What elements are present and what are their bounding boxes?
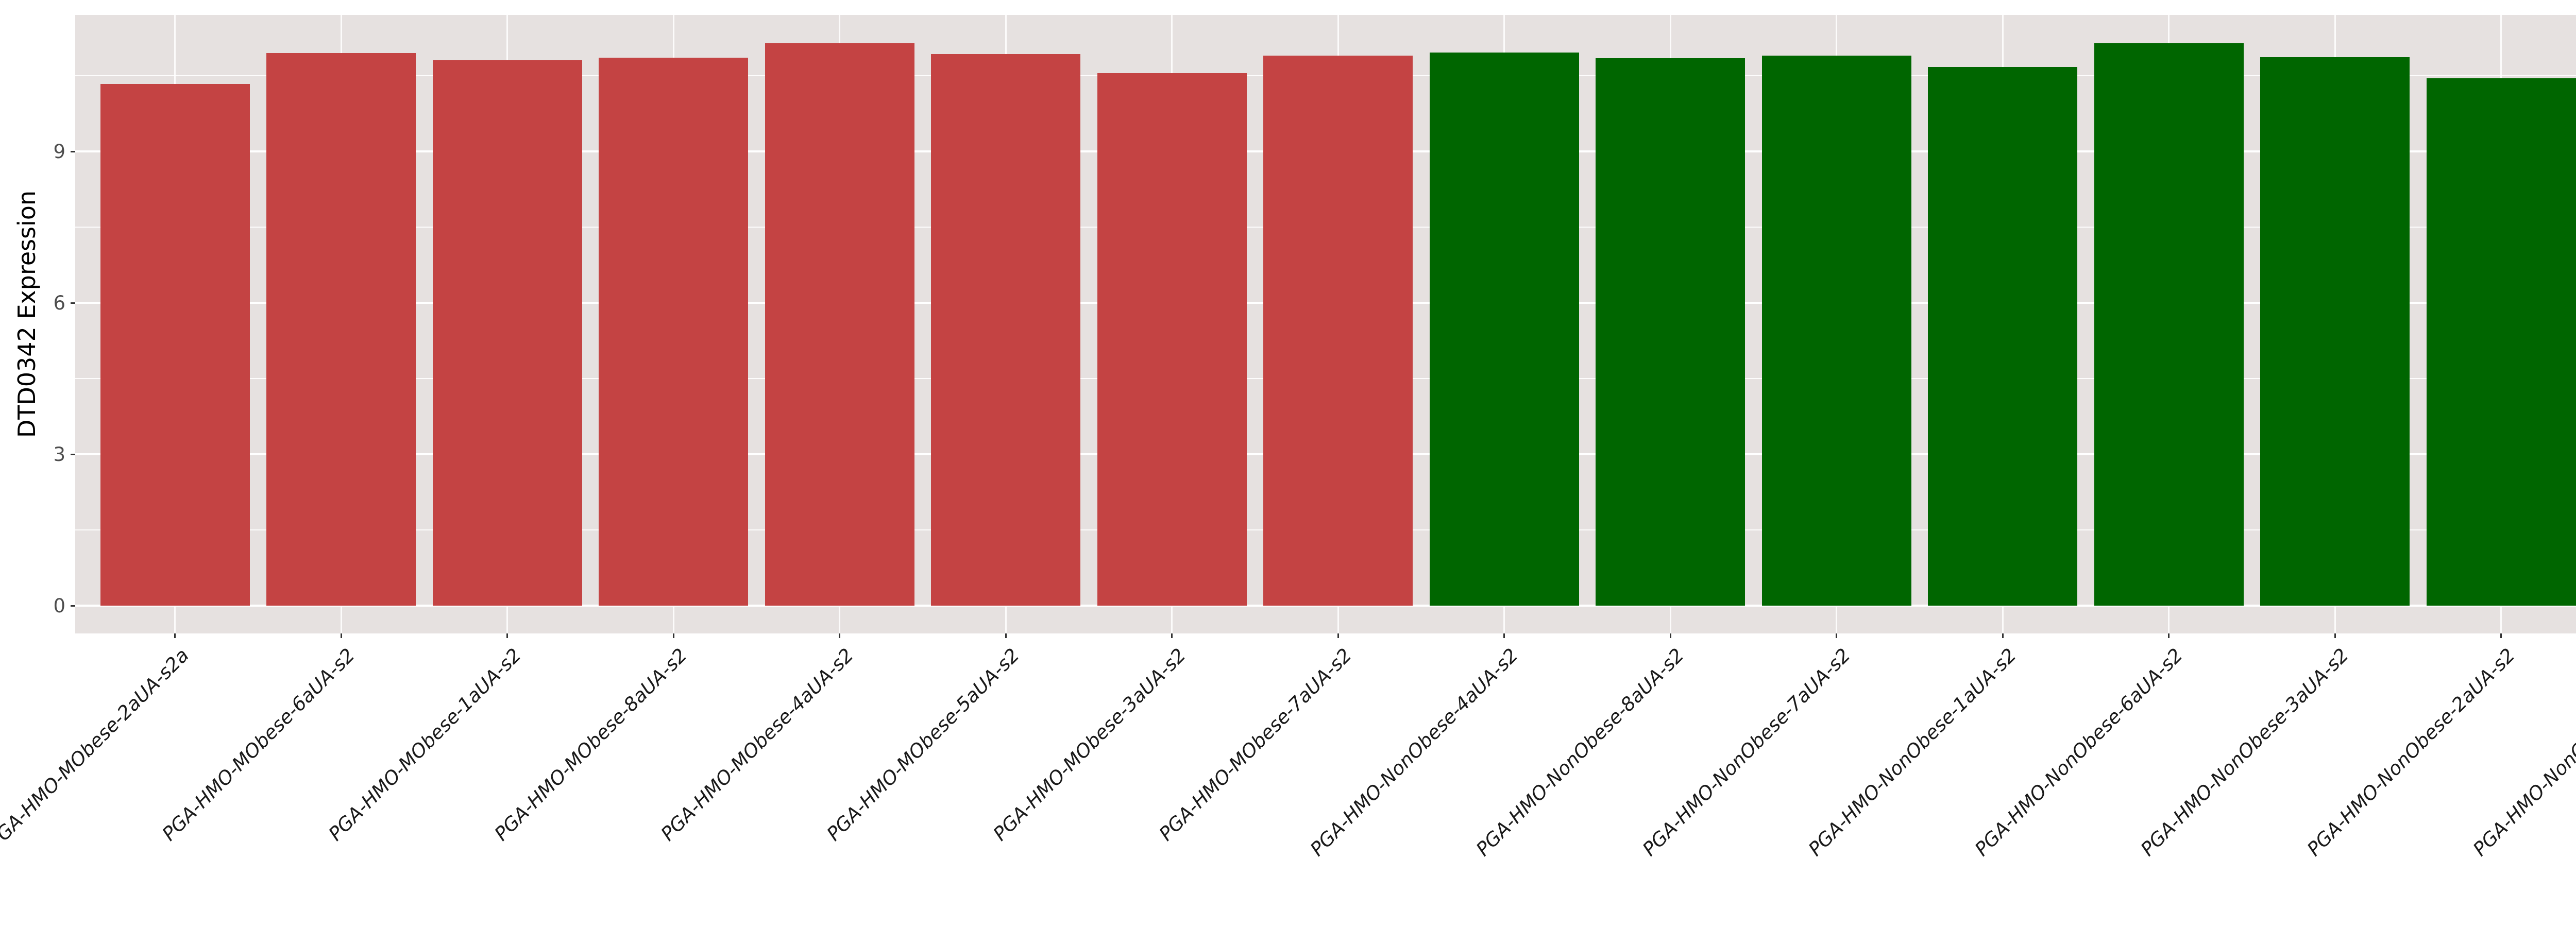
- y-axis-tick-mark: [71, 150, 75, 152]
- x-axis-tick-mark: [2002, 633, 2004, 638]
- y-axis-tick-mark: [71, 302, 75, 304]
- bar: [1761, 55, 1911, 606]
- x-axis-tick-mark: [1171, 633, 1173, 638]
- bar: [266, 53, 416, 606]
- bar: [2094, 43, 2244, 606]
- y-axis-tick-mark: [71, 605, 75, 607]
- x-axis-tick-mark: [506, 633, 509, 638]
- bar: [2426, 78, 2576, 606]
- bar: [100, 83, 250, 606]
- bar: [765, 43, 914, 606]
- x-axis-tick-label: PGA-HMO-MObese-2aUA-s2a: [0, 644, 193, 854]
- bar: [1263, 55, 1413, 606]
- y-axis-tick-label: 0: [53, 595, 65, 617]
- x-axis-tick-mark: [1337, 633, 1339, 638]
- bar: [1928, 67, 2078, 606]
- x-axis-tick-mark: [672, 633, 674, 638]
- x-axis-tick-mark: [2334, 633, 2336, 638]
- y-axis-tick-label: 6: [53, 292, 65, 314]
- bar: [599, 57, 749, 606]
- x-axis-tick-mark: [2500, 633, 2502, 638]
- y-axis-tick-mark: [71, 453, 75, 455]
- bar: [432, 60, 582, 606]
- x-axis-tick-mark: [2168, 633, 2170, 638]
- bar: [1429, 52, 1579, 606]
- x-axis-tick-mark: [174, 633, 176, 638]
- x-axis-tick-mark: [340, 633, 342, 638]
- plot-panel: [75, 15, 2576, 633]
- x-axis-tick-mark: [839, 633, 841, 638]
- bar: [1097, 73, 1247, 606]
- x-axis-tick-mark: [1005, 633, 1007, 638]
- gridline-horizontal-major: [75, 605, 2576, 607]
- x-axis-tick-mark: [1669, 633, 1671, 638]
- y-axis-tick-label: 9: [53, 141, 65, 163]
- bar: [931, 54, 1081, 606]
- x-axis-tick-mark: [1836, 633, 1838, 638]
- y-axis-title: DTD0342 Expression: [13, 190, 41, 438]
- y-axis-tick-label: 3: [53, 443, 65, 466]
- bar: [2260, 57, 2410, 606]
- bar: [1596, 58, 1745, 606]
- x-axis-tick-mark: [1503, 633, 1505, 638]
